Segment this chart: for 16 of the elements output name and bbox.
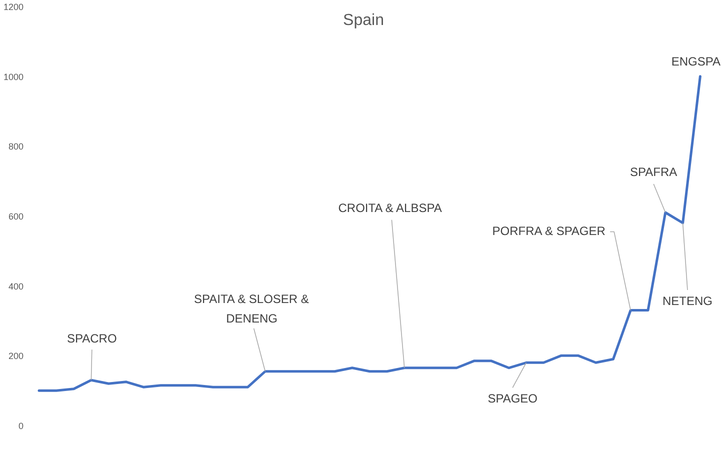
y-tick-label: 1000: [3, 72, 24, 82]
annotation: PORFRA & SPAGER: [492, 224, 606, 238]
annotation: CROITA & ALBSPA: [338, 200, 442, 215]
annotation: ENGSPA: [671, 54, 720, 68]
chart-title: Spain: [343, 12, 384, 29]
annotation: SPACRO: [67, 332, 117, 346]
annotation: SPAFRA: [630, 165, 678, 180]
annotation: SPAGEO: [488, 392, 538, 406]
annotation: NETENG: [662, 294, 713, 308]
y-tick-label: 400: [8, 281, 24, 292]
y-tick-label: 200: [8, 351, 24, 362]
y-tick-label: 600: [8, 212, 24, 222]
y-tick-label: 0: [18, 421, 24, 431]
y-tick-label: 1200: [3, 2, 24, 12]
y-tick-label: 800: [8, 142, 24, 152]
annotation: SPAITA & SLOSER & DENENG: [194, 292, 309, 326]
